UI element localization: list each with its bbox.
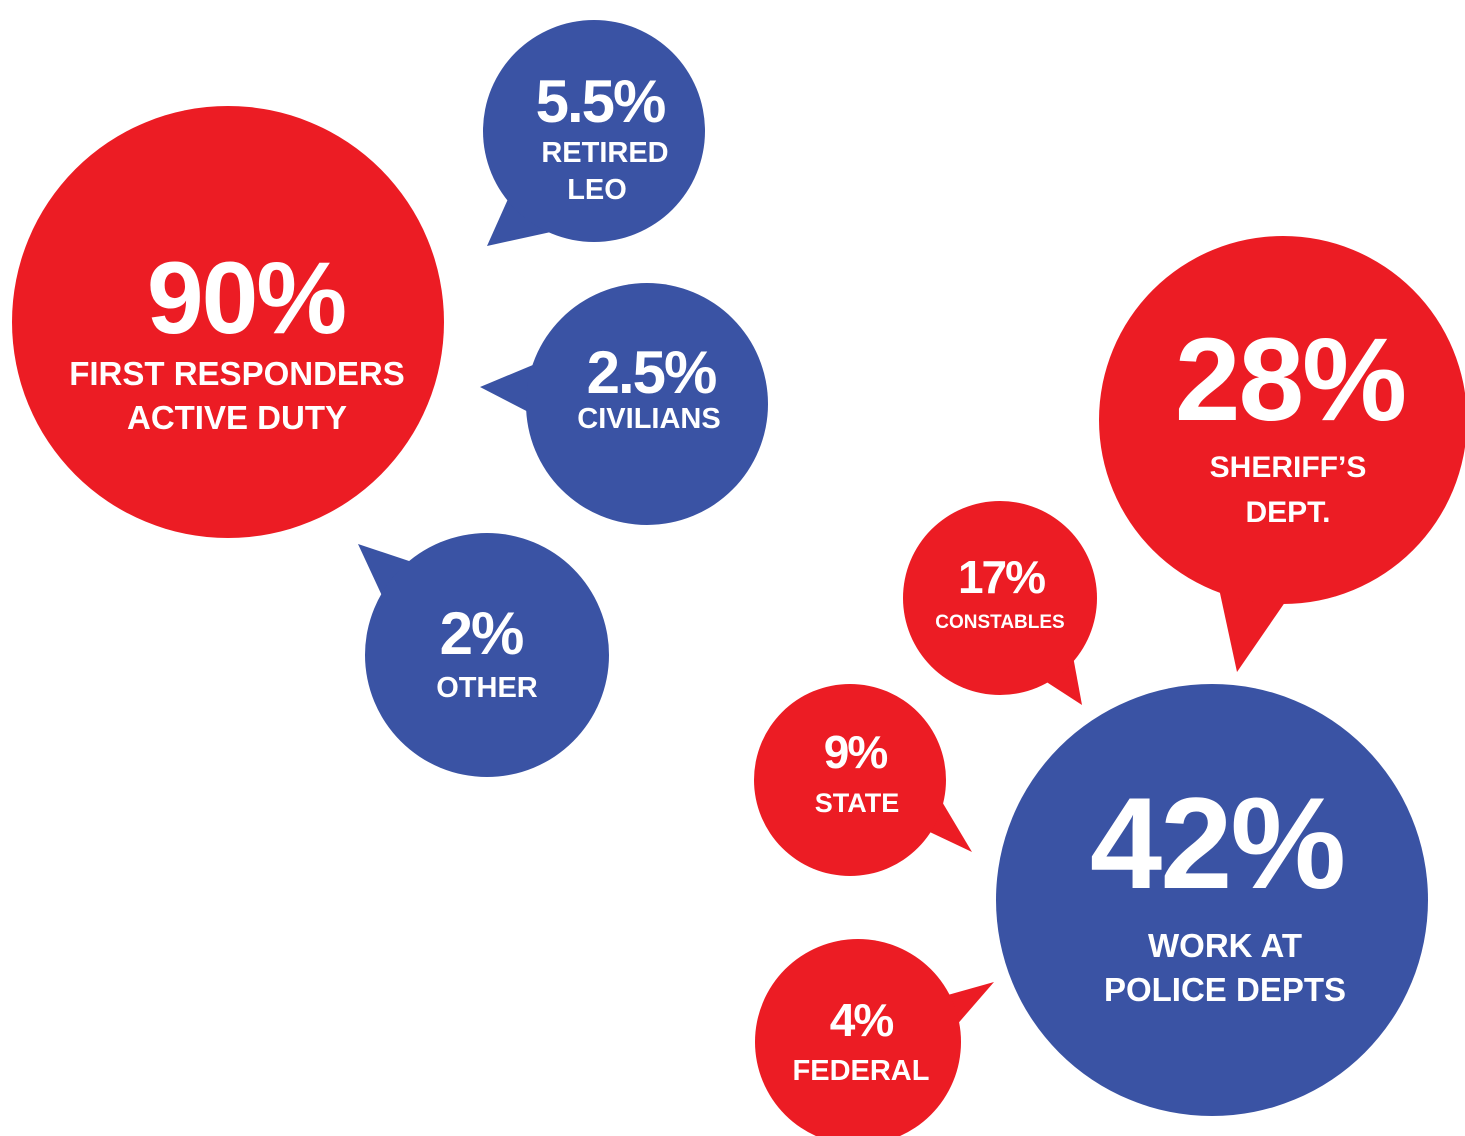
federal-value: 4% (830, 994, 894, 1046)
federal-label: FEDERAL (793, 1055, 930, 1087)
bubble-police: 42% WORK AT POLICE DEPTS (996, 684, 1428, 1116)
bubble-state-shape (754, 684, 946, 876)
bubble-sheriffs: 28% SHERIFF’S DEPT. (1099, 236, 1465, 672)
bubble-police-shape (996, 684, 1428, 1116)
retired-leo-label-line1: RETIRED (541, 137, 668, 169)
state-value: 9% (824, 726, 888, 778)
police-value: 42% (1090, 770, 1344, 916)
bubble-retired-leo-shape (483, 20, 705, 242)
police-label-line2: POLICE DEPTS (1104, 971, 1346, 1008)
retired-leo-label-line2: LEO (567, 174, 627, 206)
bubble-constables: 17% CONSTABLES (903, 501, 1097, 705)
first-responders-label-line1: FIRST RESPONDERS (69, 355, 405, 392)
bubble-constables-shape (903, 501, 1097, 695)
bubble-other-shape (365, 533, 609, 777)
sheriffs-value: 28% (1175, 314, 1405, 446)
sheriffs-label-line1: SHERIFF’S (1210, 451, 1367, 484)
bubble-federal-shape (755, 939, 961, 1136)
bubble-first-responders: 90% FIRST RESPONDERS ACTIVE DUTY (12, 106, 444, 538)
state-label: STATE (815, 788, 900, 818)
bubble-state: 9% STATE (754, 684, 972, 876)
other-value: 2% (440, 600, 523, 667)
civilians-value: 2.5% (587, 339, 716, 406)
civilians-label: CIVILIANS (577, 403, 720, 435)
bubble-retired-leo: 5.5% RETIRED LEO (483, 20, 705, 246)
first-responders-value: 90% (147, 241, 345, 355)
bubble-federal: 4% FEDERAL (755, 939, 994, 1136)
constables-value: 17% (958, 551, 1045, 603)
bubble-other-tail (358, 544, 436, 600)
police-label-line1: WORK AT (1148, 927, 1302, 964)
bubble-civilians: 2.5% CIVILIANS (480, 283, 768, 525)
bubble-civilians-shape (526, 283, 768, 525)
bubble-first-responders-shape (12, 106, 444, 538)
bubble-retired-leo-tail (487, 190, 560, 246)
bubble-sheriffs-shape (1099, 236, 1465, 604)
bubble-other: 2% OTHER (358, 533, 609, 777)
sheriffs-label-line2: DEPT. (1245, 496, 1330, 529)
constables-label: CONSTABLES (935, 612, 1064, 633)
retired-leo-value: 5.5% (536, 68, 665, 135)
first-responders-label-line2: ACTIVE DUTY (127, 399, 347, 436)
other-label: OTHER (436, 672, 538, 704)
bubble-civilians-tail (480, 362, 540, 418)
